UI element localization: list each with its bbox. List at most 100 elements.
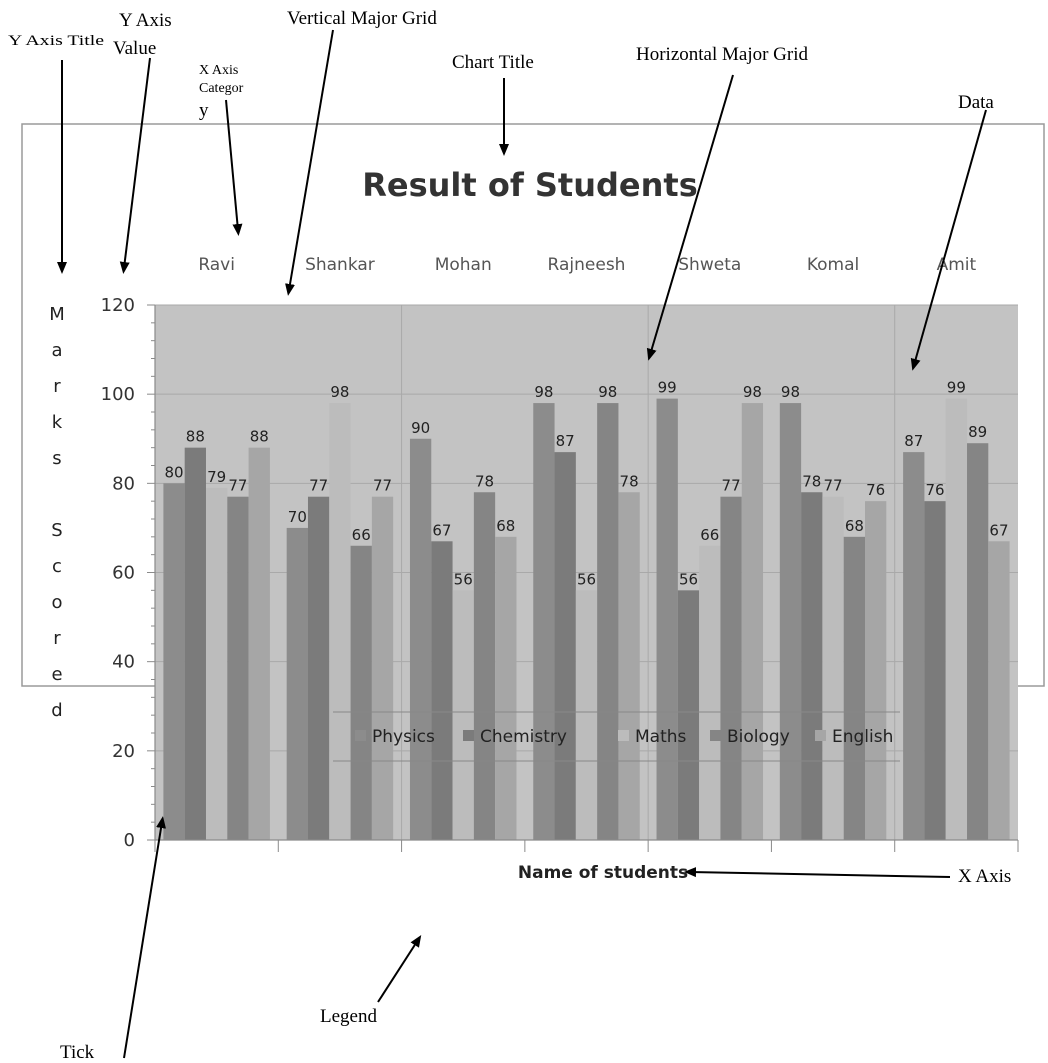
data-label: 88	[250, 428, 269, 446]
bar-chemistry-rajneesh	[554, 452, 576, 840]
y-tick-label: 60	[112, 563, 135, 584]
bar-maths-shankar	[329, 403, 351, 840]
data-label: 67	[432, 521, 451, 539]
bar-english-amit	[988, 541, 1010, 840]
y-tick-label: 80	[112, 473, 135, 494]
annotation-x-axis-category-line3: y	[199, 100, 209, 121]
bar-biology-mohan	[473, 492, 496, 840]
data-label: 68	[845, 517, 864, 535]
data-label: 98	[743, 383, 762, 401]
data-label: 79	[207, 468, 226, 486]
y-axis-title-letter: M	[49, 304, 65, 325]
bar-maths-shweta	[699, 545, 721, 840]
data-label: 78	[620, 472, 639, 490]
bar-biology-shweta	[720, 496, 742, 840]
arrow-y-axis-value	[119, 57, 151, 274]
arrow-legend	[377, 934, 422, 1003]
data-label: 56	[679, 570, 698, 588]
bar-biology-komal	[843, 536, 866, 840]
bar-chemistry-shankar	[307, 496, 330, 840]
data-label: 98	[330, 383, 349, 401]
bar-english-ravi	[248, 447, 270, 840]
bar-english-komal	[865, 501, 887, 840]
bar-chemistry-mohan	[431, 541, 453, 840]
annotation-y-axis-value-line2: Value	[113, 38, 156, 59]
legend-label-physics: Physics	[372, 727, 435, 747]
legend-label-english: English	[832, 727, 893, 747]
annotation-y-axis-value-line1: Y Axis	[119, 10, 172, 31]
data-label: 90	[411, 419, 430, 437]
bar-physics-amit	[903, 452, 925, 840]
category-label: Rajneesh	[548, 255, 626, 275]
y-axis-title-letter: r	[53, 628, 61, 649]
data-label: 76	[926, 481, 945, 499]
axes-group	[147, 304, 1019, 852]
bar-physics-ravi	[163, 483, 185, 840]
bar-physics-rajneesh	[533, 403, 555, 840]
legend-swatch-english	[815, 730, 826, 741]
data-label: 88	[186, 428, 205, 446]
category-label: Shweta	[678, 255, 741, 275]
y-axis-title-letter: k	[52, 412, 63, 433]
data-label: 87	[556, 432, 575, 450]
y-axis-title-letter: r	[53, 376, 61, 397]
category-label: Komal	[807, 255, 859, 275]
arrow-x-axis	[684, 867, 951, 878]
annotation-vertical-major-grid: Vertical Major Grid	[287, 8, 437, 29]
y-axis-title-letter: d	[51, 700, 62, 721]
bar-physics-mohan	[409, 438, 432, 840]
y-tick-label: 120	[101, 295, 135, 316]
arrow-x-axis-category	[225, 99, 243, 236]
data-label: 56	[454, 570, 473, 588]
data-label: 98	[534, 383, 553, 401]
bar-physics-shankar	[286, 527, 308, 840]
arrow-tick	[123, 816, 166, 1059]
y-tick-label: 0	[124, 830, 135, 851]
arrow-horizontal-major-grid	[646, 74, 734, 361]
arrow-data	[910, 109, 987, 371]
category-label: Ravi	[198, 255, 235, 275]
bar-chemistry-amit	[924, 501, 946, 840]
annotation-y-axis-title: Y Axis Title	[8, 33, 104, 49]
y-tick-label: 40	[112, 652, 135, 673]
data-label: 87	[904, 432, 923, 450]
bar-physics-shweta	[656, 398, 678, 840]
data-label: 66	[700, 526, 719, 544]
data-label: 78	[802, 472, 821, 490]
bar-biology-amit	[967, 443, 989, 840]
legend-swatch-chemistry	[463, 730, 474, 741]
bar-biology-ravi	[227, 496, 249, 840]
bars-group	[163, 398, 1010, 840]
chart-title: Result of Students	[362, 166, 697, 204]
annotation-x-axis: X Axis	[958, 866, 1011, 887]
bar-chemistry-komal	[801, 492, 823, 840]
annotation-legend: Legend	[320, 1006, 377, 1027]
category-labels: Ravi Shankar Mohan Rajneesh Shweta Komal Amit	[198, 255, 976, 275]
legend: Physics Chemistry Maths Biology English	[333, 711, 900, 762]
bar-maths-komal	[822, 496, 844, 840]
y-tick-label: 100	[101, 384, 135, 405]
bar-maths-ravi	[205, 487, 228, 840]
category-label: Mohan	[435, 255, 492, 275]
legend-swatch-physics	[355, 730, 366, 741]
y-axis-title-letter: S	[51, 520, 62, 541]
data-label: 89	[968, 423, 987, 441]
data-label: 77	[722, 477, 741, 495]
bar-biology-rajneesh	[597, 403, 619, 840]
data-label: 76	[866, 481, 885, 499]
data-label: 77	[228, 477, 247, 495]
bar-maths-rajneesh	[575, 590, 598, 840]
annotation-horizontal-major-grid: Horizontal Major Grid	[636, 44, 809, 65]
data-label: 99	[947, 379, 966, 397]
bar-english-rajneesh	[618, 492, 640, 840]
data-label: 66	[352, 526, 371, 544]
y-tick-labels: 0 20 40 60 80 100 120	[101, 295, 135, 851]
data-label: 98	[598, 383, 617, 401]
y-axis-title-letter: o	[51, 592, 62, 613]
data-label: 99	[658, 379, 677, 397]
bar-biology-shankar	[350, 545, 372, 840]
y-axis-title-letter: c	[52, 556, 62, 577]
